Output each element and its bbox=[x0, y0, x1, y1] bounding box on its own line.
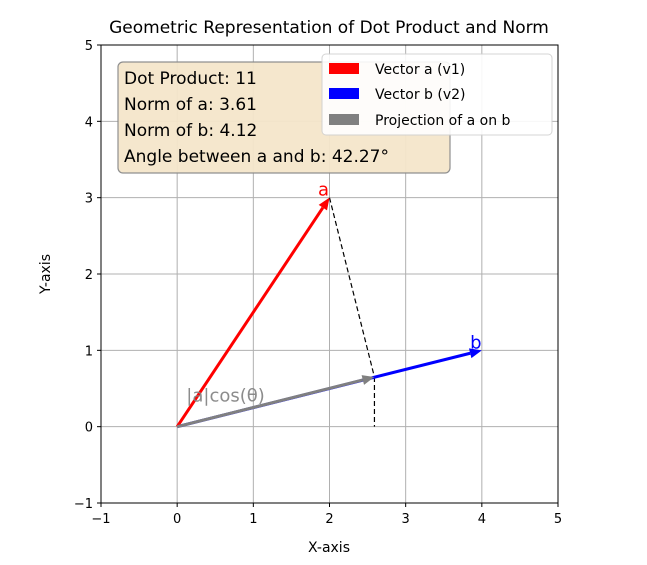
x-tick-label: 2 bbox=[325, 512, 333, 527]
projection-guide-line bbox=[328, 197, 376, 378]
legend-swatch-vector-a bbox=[329, 63, 359, 74]
x-axis-title: X-axis bbox=[308, 540, 350, 556]
info-norm-a: Norm of a: 3.61 bbox=[124, 95, 257, 115]
x-tick-label: 5 bbox=[554, 512, 562, 527]
y-tick-label: 1 bbox=[85, 344, 93, 359]
chart-title: Geometric Representation of Dot Product … bbox=[109, 18, 549, 38]
x-tick-label: 4 bbox=[478, 512, 486, 527]
legend-swatch-projection bbox=[329, 114, 359, 125]
x-tick-label: 0 bbox=[173, 512, 181, 527]
vectors: a b |a|cos(θ) bbox=[175, 180, 482, 429]
legend-background bbox=[321, 53, 553, 136]
legend-swatch-vector-b bbox=[329, 88, 359, 99]
x-tick-label: 3 bbox=[402, 512, 410, 527]
vector-a-shaft bbox=[175, 206, 325, 428]
y-tick-label: 3 bbox=[85, 192, 93, 207]
legend-label-vector-a: Vector a (v1) bbox=[375, 62, 465, 78]
x-tick-label: 1 bbox=[249, 512, 257, 527]
vector-a-arrowhead bbox=[318, 197, 330, 211]
projection-annotation: |a|cos(θ) bbox=[186, 385, 265, 406]
projection-vector-shaft bbox=[176, 378, 364, 429]
y-axis-title: Y-axis bbox=[38, 254, 54, 295]
y-tick-label: 0 bbox=[85, 421, 93, 436]
x-tick-label: −1 bbox=[91, 512, 110, 527]
info-dot-product: Dot Product: 11 bbox=[124, 69, 257, 89]
projection-vector-arrowhead bbox=[361, 375, 375, 385]
vector-b-arrowhead bbox=[468, 348, 482, 359]
y-tick-label: 4 bbox=[85, 115, 93, 130]
vector-b-label: b bbox=[470, 332, 481, 353]
info-angle: Angle between a and b: 42.27° bbox=[124, 147, 389, 167]
legend-label-projection: Projection of a on b bbox=[375, 113, 511, 129]
y-tick-label: 5 bbox=[85, 39, 93, 54]
legend-label-vector-b: Vector b (v2) bbox=[375, 87, 466, 103]
projection-guides bbox=[328, 197, 376, 427]
legend: Vector a (v1) Vector b (v2) Projection o… bbox=[321, 53, 553, 136]
vector-a-label: a bbox=[318, 180, 329, 201]
y-tick-label: 2 bbox=[85, 268, 93, 283]
y-tick-label: −1 bbox=[74, 497, 93, 512]
axis-ticks: −1 0 1 2 3 4 5 −1 0 1 2 3 4 5 bbox=[74, 39, 562, 527]
info-norm-b: Norm of b: 4.12 bbox=[124, 121, 257, 141]
